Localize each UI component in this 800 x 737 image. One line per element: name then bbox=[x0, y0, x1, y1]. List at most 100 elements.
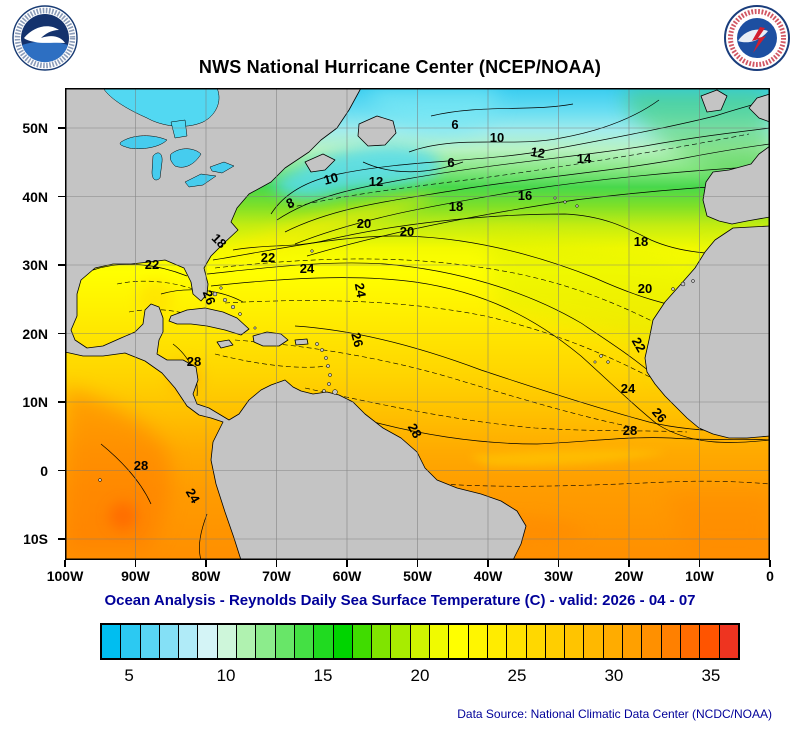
contour-label: 14 bbox=[577, 151, 592, 166]
lon-axis-label: 20W bbox=[614, 568, 644, 584]
land-newfoundland bbox=[357, 115, 397, 147]
contour-label: 28 bbox=[187, 354, 201, 369]
colorbar-cell bbox=[217, 625, 238, 658]
lat-tick bbox=[58, 127, 65, 129]
land-iberia bbox=[702, 145, 770, 225]
nws-logo-icon bbox=[724, 5, 790, 71]
colorbar-cell bbox=[372, 625, 392, 658]
land-ireland bbox=[700, 89, 728, 113]
contour-label: 12 bbox=[529, 144, 546, 161]
contour-label: 6 bbox=[451, 117, 458, 132]
james-bay bbox=[170, 119, 188, 139]
colorbar-cell bbox=[237, 625, 257, 658]
colorbar-cell bbox=[526, 625, 546, 658]
lon-tick bbox=[205, 560, 207, 567]
colorbar-tick-label: 10 bbox=[216, 666, 236, 685]
lat-axis-label: 10N bbox=[22, 394, 48, 410]
inland-water bbox=[102, 88, 235, 188]
contour-label: 20 bbox=[357, 216, 371, 231]
contour-label: 22 bbox=[261, 250, 275, 265]
lon-axis-label: 60W bbox=[332, 568, 362, 584]
lat-tick bbox=[58, 469, 65, 472]
lon-tick bbox=[64, 560, 66, 567]
lat-tick bbox=[58, 195, 65, 198]
lon-tick bbox=[628, 560, 630, 567]
contour-label: 24 bbox=[352, 282, 369, 300]
colorbar-cell bbox=[256, 625, 276, 658]
noaa-logo bbox=[12, 5, 78, 71]
lat-axis-label: 0 bbox=[40, 462, 48, 479]
lat-axis-label: 40N bbox=[22, 188, 48, 205]
lake-michigan bbox=[151, 152, 163, 181]
colorbar-cell bbox=[430, 625, 450, 658]
map-area: 6 10 12 14 6 10 12 8 16 18 20 20 18 18 22 24 22 20 24 26 26 2… bbox=[65, 88, 770, 560]
contour-label: 20 bbox=[400, 224, 414, 239]
colorbar-cell bbox=[102, 625, 122, 658]
colorbar-cell bbox=[468, 625, 488, 658]
contour-label: 24 bbox=[621, 381, 636, 396]
colorbar-cell bbox=[719, 625, 738, 658]
colorbar-cell bbox=[159, 625, 180, 658]
colorbar-cell bbox=[680, 625, 701, 658]
colorbar-cell bbox=[352, 625, 373, 658]
lat-axis-label: 10S bbox=[23, 531, 48, 547]
lat-tick bbox=[58, 264, 65, 266]
colorbar-tick-label: 25 bbox=[507, 666, 527, 685]
lat-tick bbox=[58, 332, 65, 335]
lon-axis-label: 40W bbox=[473, 568, 503, 584]
contour-label: 6 bbox=[447, 155, 454, 170]
data-source-note: Data Source: National Climatic Data Cent… bbox=[457, 707, 772, 721]
colorbar-tick-label: 15 bbox=[313, 666, 333, 685]
map-border bbox=[65, 88, 770, 560]
land-africa bbox=[644, 225, 770, 439]
contour-label: 28 bbox=[623, 423, 637, 438]
contour-label: 26 bbox=[200, 288, 219, 307]
noaa-logo-icon bbox=[12, 5, 78, 71]
contour-label: 18 bbox=[634, 234, 648, 249]
contour-label: 26 bbox=[348, 331, 366, 349]
colorbar-tick-labels: 5 10 15 20 25 30 35 bbox=[100, 666, 740, 688]
land bbox=[65, 88, 770, 560]
lat-axis-label: 20N bbox=[22, 325, 48, 342]
colorbar-cell bbox=[121, 625, 141, 658]
lon-tick bbox=[698, 560, 701, 567]
lat-tick bbox=[58, 538, 65, 540]
lon-axis-label: 50W bbox=[403, 568, 432, 584]
colorbar-cell bbox=[410, 625, 431, 658]
colorbar-tick-label: 30 bbox=[604, 666, 624, 685]
latitude-axis: 50N 40N 30N 20N 10N 0 10S bbox=[0, 88, 57, 560]
colorbar-cell bbox=[333, 625, 353, 658]
lon-axis-label: 10W bbox=[685, 568, 714, 584]
land-americas bbox=[65, 88, 527, 560]
colorbar-tick-label: 20 bbox=[410, 666, 430, 685]
colorbar-cell bbox=[294, 625, 315, 658]
colorbar-cell bbox=[603, 625, 624, 658]
colorbar-cell bbox=[661, 625, 681, 658]
lat-axis-label: 30N bbox=[22, 257, 48, 273]
lake-huron bbox=[169, 148, 202, 168]
colorbar-cell bbox=[140, 625, 160, 658]
lon-tick bbox=[134, 560, 137, 567]
colorbar-cell bbox=[179, 625, 199, 658]
contour-label: 22 bbox=[145, 257, 159, 272]
map-caption: Ocean Analysis - Reynolds Daily Sea Surf… bbox=[104, 592, 696, 609]
lon-tick bbox=[557, 560, 560, 567]
contour-label: 20 bbox=[638, 281, 652, 296]
colorbar-cell bbox=[565, 625, 585, 658]
colorbar-cell bbox=[700, 625, 720, 658]
contour-label: 22 bbox=[629, 335, 649, 355]
contour-label: 10 bbox=[490, 130, 504, 145]
page-title: NWS National Hurricane Center (NCEP/NOAA… bbox=[198, 57, 602, 77]
colorbar-cell bbox=[623, 625, 643, 658]
land-britain bbox=[748, 93, 770, 123]
land-hispaniola bbox=[252, 331, 289, 347]
lon-tick bbox=[346, 560, 348, 567]
colorbar-cell bbox=[275, 625, 295, 658]
colorbar-cell bbox=[642, 625, 662, 658]
land-cuba bbox=[168, 307, 250, 336]
contour-label: 12 bbox=[369, 174, 383, 189]
colorbar-cell bbox=[198, 625, 218, 658]
